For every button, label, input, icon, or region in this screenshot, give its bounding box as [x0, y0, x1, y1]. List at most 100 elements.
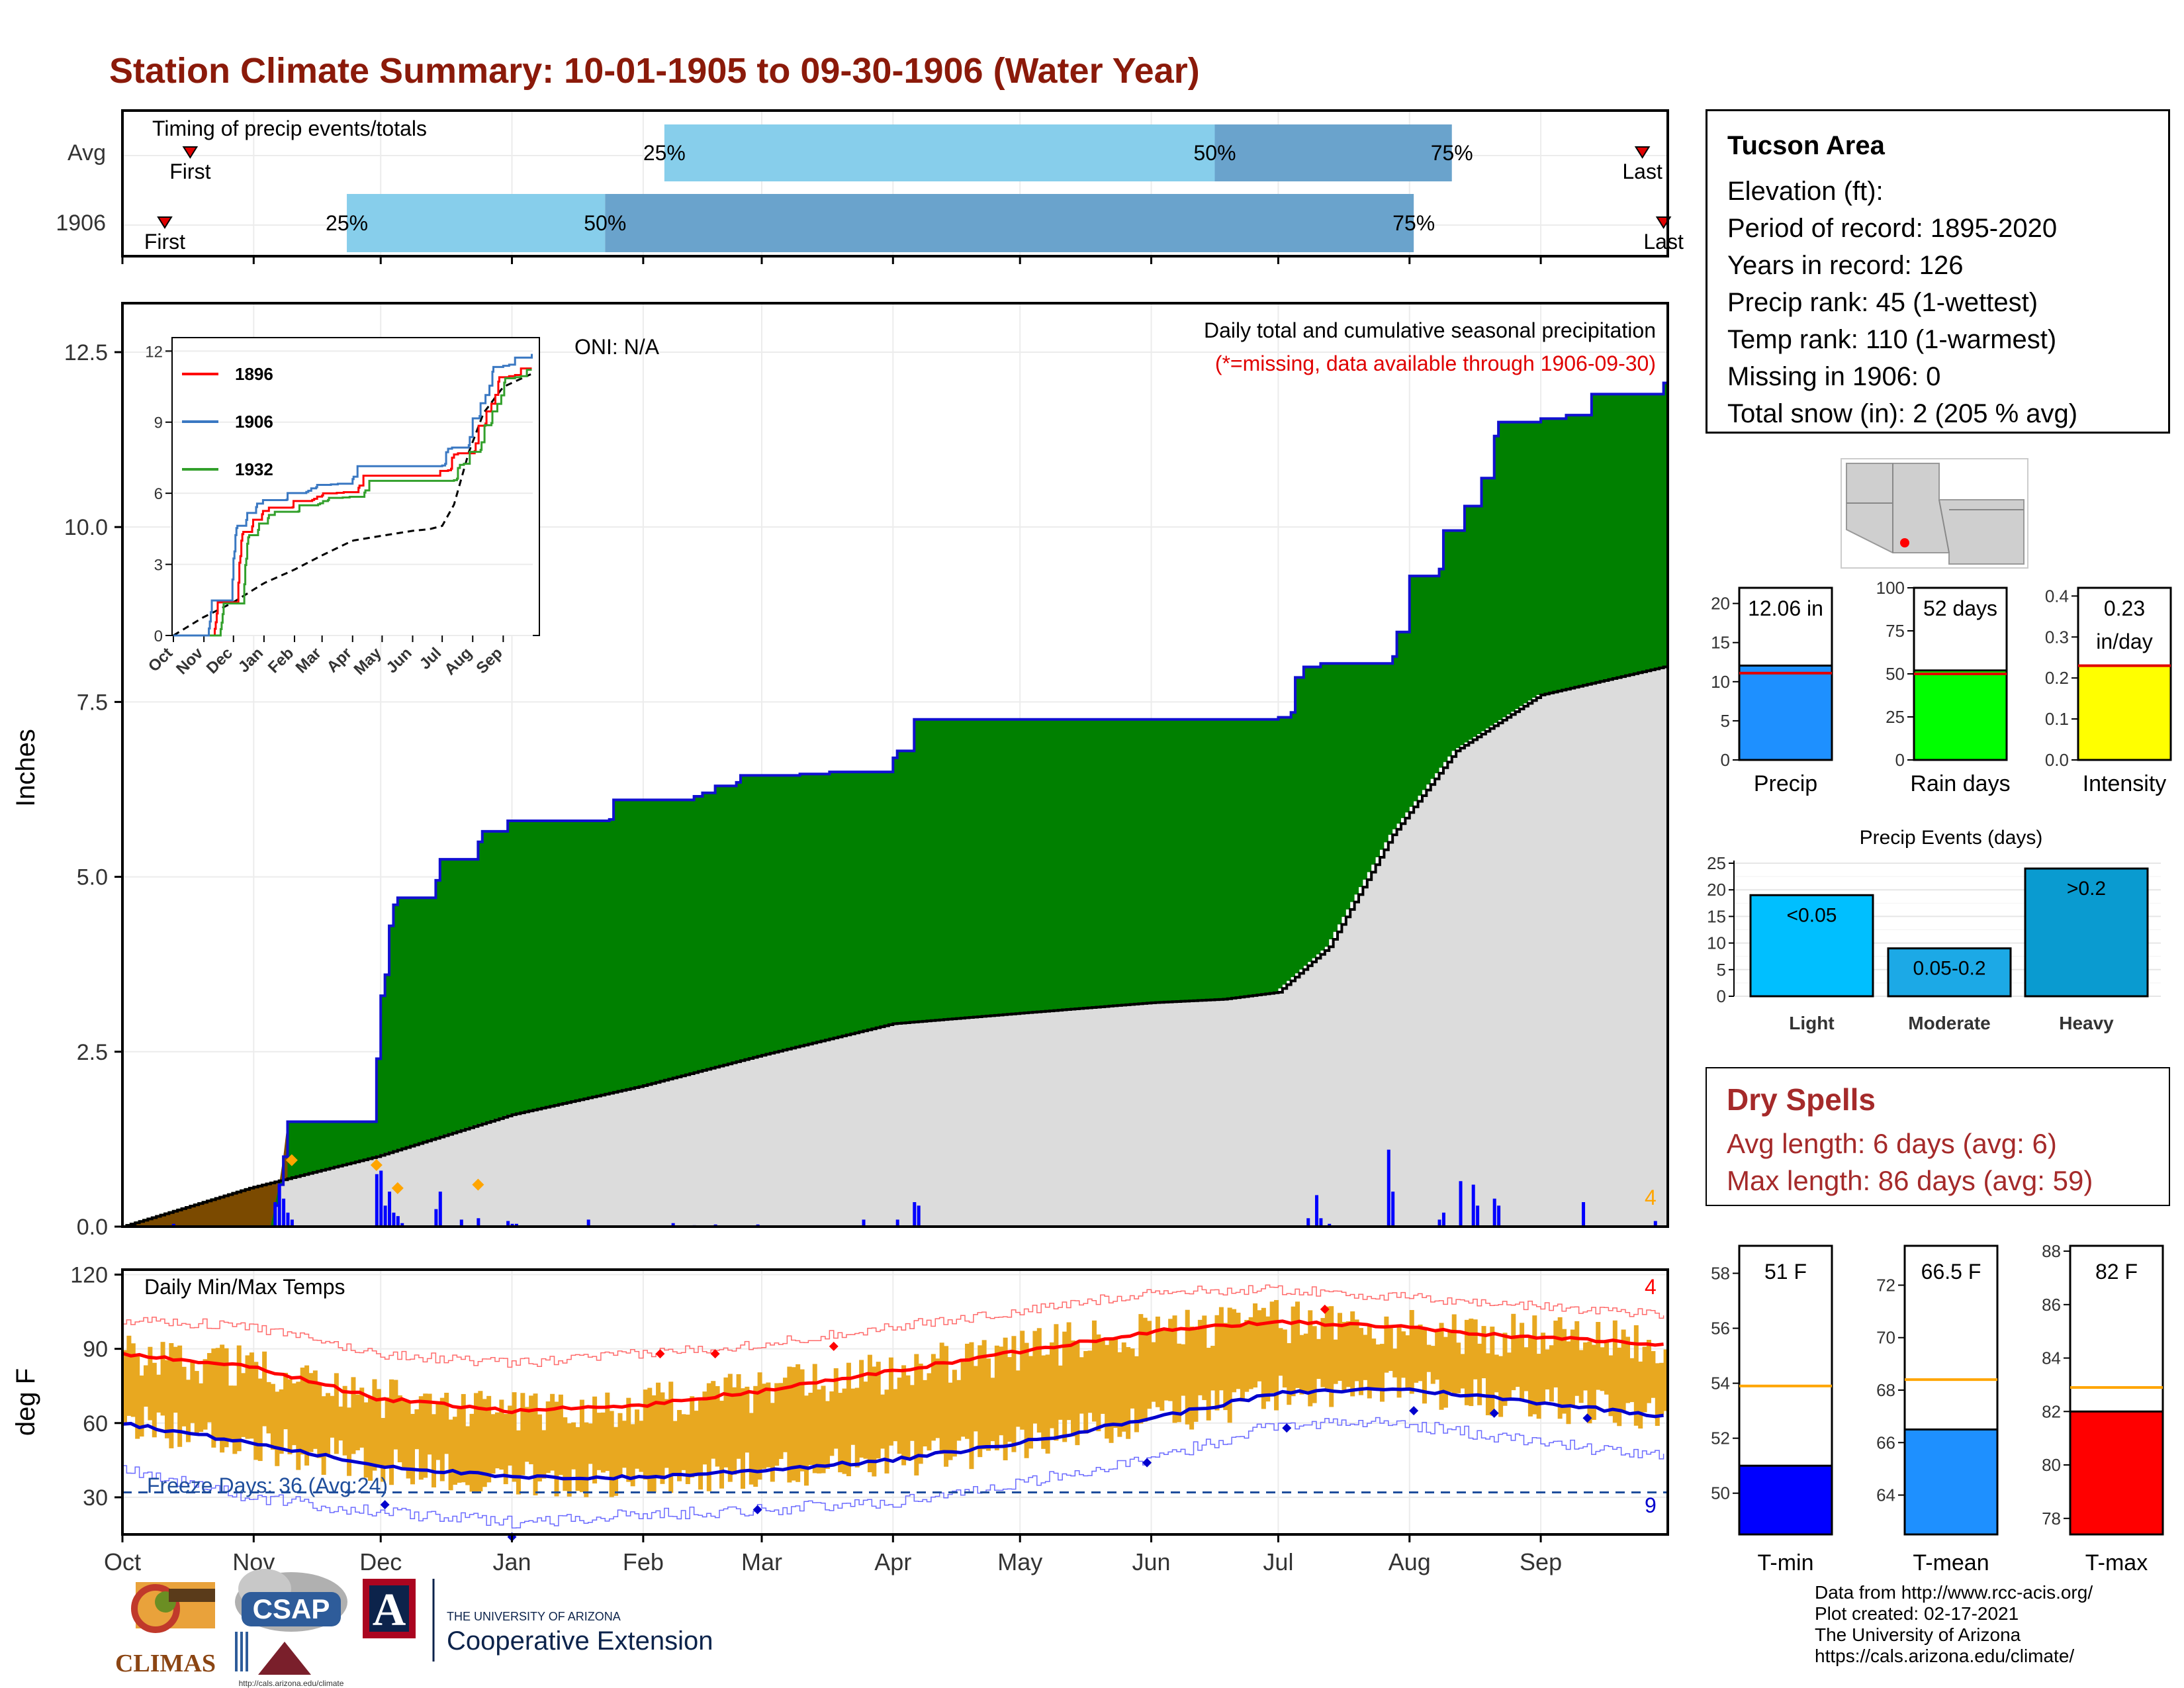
- daily-temp-bar: [1608, 1355, 1614, 1417]
- daily-precip-bar: [379, 1170, 383, 1227]
- daily-temp-bar: [1396, 1324, 1402, 1398]
- daily-temp-bar: [863, 1382, 868, 1459]
- daily-precip-bar: [862, 1219, 866, 1227]
- timing-p50-label: 50%: [584, 211, 626, 235]
- daily-temp-bar: [1333, 1339, 1338, 1384]
- daily-temp-bar: [723, 1377, 729, 1468]
- daily-temp-bar: [668, 1382, 674, 1493]
- daily-temp-bar: [1583, 1342, 1588, 1391]
- summary-axis-label: Rain days: [1910, 771, 2010, 796]
- daily-temp-bar: [1604, 1341, 1610, 1395]
- daily-precip-bar: [290, 1219, 294, 1227]
- daily-temp-bar: [639, 1421, 644, 1472]
- record-high-line: [122, 1284, 1664, 1368]
- csap-logo: CSAP http://cals.arizona.edu/climate: [235, 1569, 347, 1688]
- daily-temp-bar: [130, 1343, 136, 1417]
- precip-header: Daily total and cumulative seasonal prec…: [1204, 318, 1656, 342]
- daily-temp-bar: [719, 1401, 725, 1489]
- daily-temp-bar: [300, 1367, 305, 1455]
- daily-temp-bar: [135, 1354, 140, 1439]
- daily-temp-bar: [944, 1346, 949, 1467]
- dry-max-length: Max length: 86 days (avg: 59): [1727, 1165, 2093, 1196]
- daily-temp-bar: [533, 1393, 538, 1495]
- daily-temp-bar: [757, 1372, 762, 1480]
- month-label: Mar: [741, 1548, 782, 1575]
- daily-temp-bar: [1261, 1307, 1266, 1409]
- daily-temp-bar: [1181, 1344, 1186, 1396]
- daily-temp-bar: [1278, 1328, 1283, 1376]
- daily-precip-bar: [438, 1192, 442, 1227]
- daily-temp-bar: [1079, 1357, 1084, 1414]
- daily-temp-bar: [897, 1378, 902, 1454]
- timing-p75-label: 75%: [1431, 141, 1473, 165]
- daily-temp-bar: [990, 1378, 995, 1442]
- daily-precip-bar: [671, 1223, 675, 1227]
- daily-temp-bar: [1494, 1354, 1499, 1393]
- daily-temp-bar: [685, 1414, 690, 1484]
- temp-content: [122, 1284, 1668, 1542]
- daily-temp-bar: [643, 1389, 648, 1480]
- summary-y-tick-label: 0.4: [2045, 586, 2069, 606]
- daily-precip-bar: [510, 1223, 514, 1227]
- inset-y-tick-label: 12: [145, 343, 163, 361]
- daily-temp-bar: [181, 1366, 187, 1427]
- daily-temp-bar: [664, 1399, 669, 1468]
- daily-temp-bar: [1375, 1344, 1381, 1391]
- record-low-line: [122, 1417, 1664, 1528]
- daily-temp-bar: [630, 1424, 635, 1487]
- daily-precip-bar: [1471, 1184, 1475, 1227]
- events-bar-label: <0.05: [1787, 904, 1837, 926]
- daily-precip-bar: [434, 1209, 438, 1227]
- month-axis: Oct Nov Dec Jan Feb Mar Apr May Jun Jul Aug Sep: [104, 1534, 1562, 1575]
- daily-temp-bar: [973, 1366, 978, 1432]
- daily-temp-bar: [312, 1370, 318, 1449]
- record-high-marker: [710, 1349, 720, 1359]
- daily-temp-bar: [139, 1375, 144, 1437]
- events-y-tick-label: 15: [1707, 906, 1726, 926]
- daily-precip-bar: [1582, 1202, 1586, 1227]
- daily-temp-bar: [1324, 1306, 1330, 1390]
- daily-temp-bar: [1359, 1328, 1363, 1395]
- month-label: Jan: [493, 1548, 531, 1575]
- daily-temp-bar: [1464, 1319, 1469, 1405]
- daily-temp-bar: [1054, 1324, 1059, 1441]
- daily-record-marker: [472, 1178, 484, 1191]
- daily-precip-bar: [273, 1202, 277, 1227]
- record-high-marker: [655, 1349, 665, 1359]
- station-info-box: Tucson Area Elevation (ft): Period of re…: [1706, 109, 2170, 434]
- last-event-label: Last: [1643, 230, 1684, 254]
- inset-y-tick-label: 0: [154, 628, 163, 645]
- daily-temp-bar: [1426, 1344, 1432, 1372]
- daily-precip-bar: [277, 1184, 281, 1227]
- daily-temp-bar: [563, 1417, 568, 1491]
- daily-temp-bar: [469, 1413, 475, 1492]
- daily-temp-bar: [1197, 1319, 1203, 1395]
- daily-precip-bar: [1441, 1212, 1445, 1227]
- daily-precip-bar: [1459, 1181, 1463, 1227]
- daily-temp-bar: [448, 1419, 453, 1491]
- daily-temp-bar: [1532, 1315, 1537, 1415]
- record-low-marker: [1489, 1408, 1499, 1418]
- average-cumulative-line: [122, 665, 1668, 1228]
- daily-precip-bar: [913, 1202, 917, 1227]
- record-high-marker: [1320, 1304, 1330, 1314]
- month-label: Feb: [623, 1548, 664, 1575]
- events-category-label: Moderate: [1908, 1013, 1990, 1033]
- month-label: Jul: [1263, 1548, 1293, 1575]
- timing-bars: 25% 50% 75% First Last 25% 50% 75% First Last: [144, 124, 1684, 254]
- daily-temp-bar: [199, 1383, 204, 1432]
- daily-temp-bar: [177, 1345, 183, 1447]
- daily-temp-bar: [452, 1417, 457, 1485]
- daily-temp-bar: [253, 1362, 259, 1460]
- daily-precip-bar: [895, 1219, 899, 1227]
- daily-precip-bar: [383, 1205, 387, 1227]
- daily-temp-bar: [1400, 1331, 1406, 1378]
- daily-temp-bar: [1091, 1320, 1097, 1422]
- daily-temp-bar: [1282, 1329, 1287, 1388]
- precip-y-tick-label: 12.5: [64, 340, 108, 365]
- inset-y-tick-label: 3: [154, 557, 163, 575]
- daily-temp-bar: [1168, 1319, 1173, 1401]
- daily-temp-bar: [550, 1393, 555, 1471]
- daily-temp-bar: [626, 1397, 631, 1482]
- info-years: Years in record: 126: [1727, 251, 1964, 280]
